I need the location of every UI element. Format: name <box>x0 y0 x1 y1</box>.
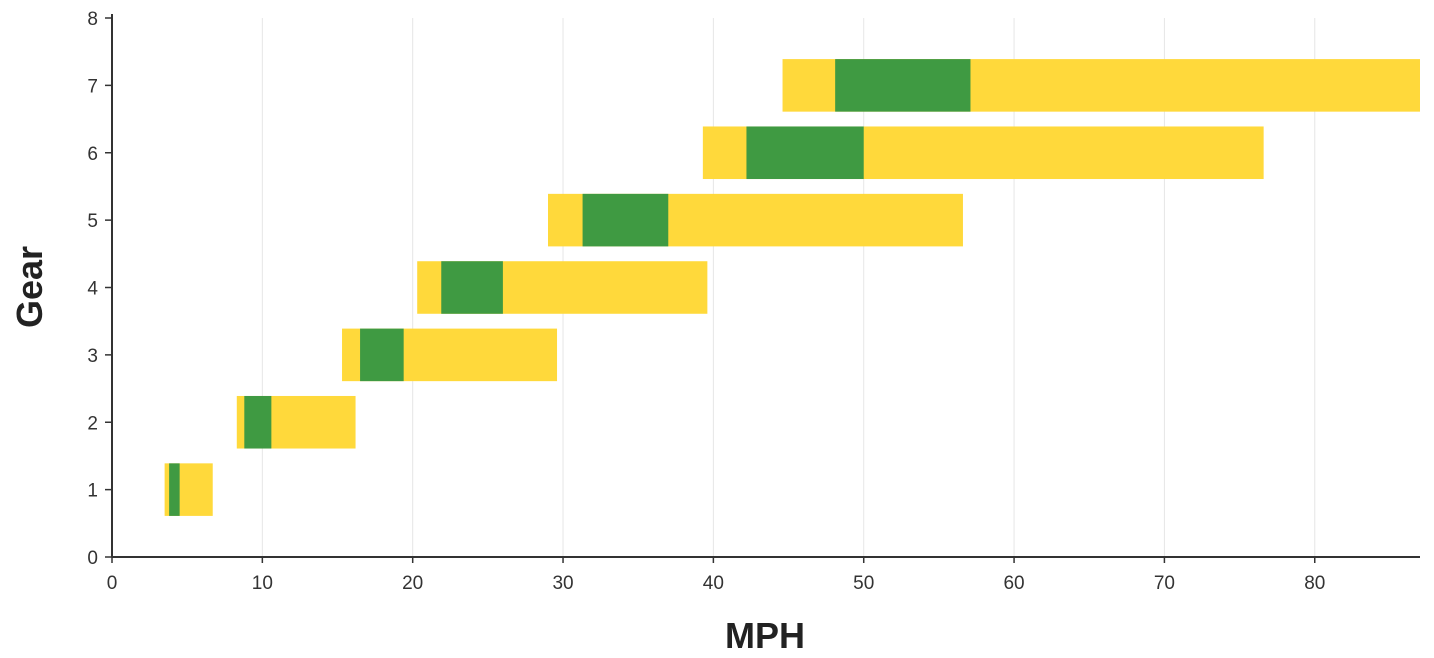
x-tick-group: 0 10 20 30 40 50 60 70 80 <box>107 557 1325 594</box>
axes <box>111 14 1420 558</box>
x-tick-label-50: 50 <box>853 573 874 594</box>
y-axis-title: Gear <box>9 246 50 328</box>
x-tick-label-20: 20 <box>402 573 423 594</box>
x-tick-label-0: 0 <box>107 573 118 594</box>
y-tick-label-2: 2 <box>87 413 98 434</box>
gear-5-optimal-bar <box>582 193 669 247</box>
gear-6-optimal-bar <box>746 126 864 180</box>
y-tick-label-1: 1 <box>87 481 98 502</box>
gear-7-optimal-bar <box>835 59 971 112</box>
y-tick-group: 0 1 2 3 4 5 6 7 8 <box>87 9 112 569</box>
y-tick-label-8: 8 <box>87 9 98 30</box>
y-tick-label-0: 0 <box>87 548 98 569</box>
x-axis-title: MPH <box>725 615 805 656</box>
y-tick-label-7: 7 <box>87 76 98 97</box>
x-tick-label-80: 80 <box>1304 573 1325 594</box>
gear-1-optimal-bar <box>169 463 180 516</box>
y-tick-label-5: 5 <box>87 211 98 232</box>
x-tick-label-10: 10 <box>252 573 273 594</box>
x-tick-label-70: 70 <box>1154 573 1175 594</box>
y-tick-label-3: 3 <box>87 346 98 367</box>
gear-4-optimal-bar <box>441 261 503 314</box>
x-tick-label-30: 30 <box>552 573 573 594</box>
x-tick-label-60: 60 <box>1003 573 1024 594</box>
x-tick-label-40: 40 <box>703 573 724 594</box>
y-tick-label-4: 4 <box>87 279 98 300</box>
gear-3-optimal-bar <box>360 328 404 382</box>
gear-2-optimal-bar <box>244 395 272 449</box>
y-tick-label-6: 6 <box>87 144 98 165</box>
bar-group <box>164 59 1420 516</box>
